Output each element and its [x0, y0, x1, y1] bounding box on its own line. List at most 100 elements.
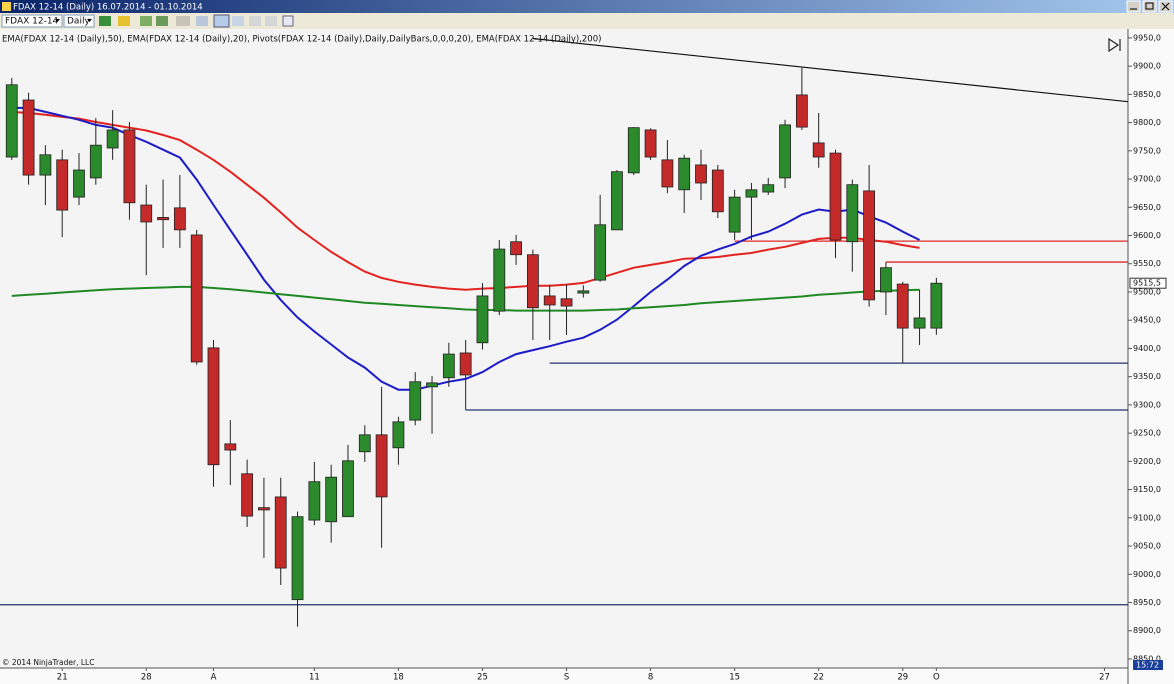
- candle-body: [913, 317, 926, 329]
- x-tick-label: S: [564, 673, 569, 683]
- candle-body: [543, 295, 556, 306]
- scroll-end-button[interactable]: [1108, 37, 1121, 53]
- candle-body: [173, 207, 186, 231]
- candle-body: [459, 352, 472, 376]
- candle-body: [224, 443, 237, 451]
- window-title: FDAX 12-14 (Daily) 16.07.2014 - 01.10.20…: [13, 3, 203, 13]
- y-tick-label: 9600,0: [1133, 231, 1161, 240]
- crosshair-button[interactable]: [176, 16, 190, 26]
- y-tick-label: 9350,0: [1133, 372, 1161, 381]
- candle-body: [442, 353, 455, 379]
- plot: [0, 37, 1128, 627]
- bar-type-button[interactable]: [99, 16, 111, 26]
- y-tick-label: 9850,0: [1133, 90, 1161, 99]
- clock-box: [1133, 660, 1163, 670]
- panel-button[interactable]: [232, 16, 244, 26]
- indicator-button[interactable]: [140, 16, 152, 26]
- candle-body: [627, 127, 640, 174]
- y-tick-label: 9200,0: [1133, 457, 1161, 466]
- y-tick-label: 8950,0: [1133, 598, 1161, 607]
- candle-body: [73, 169, 85, 198]
- copyright: © 2014 NinjaTrader, LLC: [2, 658, 94, 667]
- candle-body: [896, 283, 909, 329]
- candle-body: [527, 254, 539, 309]
- x-tick-label: 15: [729, 673, 740, 683]
- candle-body: [241, 473, 254, 517]
- period-text: Daily: [67, 17, 90, 27]
- x-tick-label: 25: [477, 673, 488, 683]
- period-selector[interactable]: [63, 14, 95, 28]
- candle-body: [325, 476, 338, 523]
- candle-body: [123, 129, 136, 204]
- candle-body: [39, 154, 52, 176]
- y-tick-label: 8900,0: [1133, 626, 1161, 635]
- candle-body: [695, 164, 707, 184]
- candle-body: [510, 241, 522, 256]
- x-tick-label: 28: [141, 673, 152, 683]
- x-tick-label: 18: [393, 673, 404, 683]
- candle-body: [812, 142, 825, 158]
- x-tick-label: 22: [813, 673, 824, 683]
- candle-body: [711, 169, 724, 213]
- y-tick-label: 9550,0: [1133, 259, 1161, 268]
- candle-body: [728, 196, 741, 233]
- y-tick-label: 9100,0: [1133, 513, 1161, 522]
- candle-body: [426, 382, 438, 388]
- instrument-text: FDAX 12-14: [5, 17, 59, 27]
- y-tick-label: 9250,0: [1133, 429, 1161, 438]
- candle-body: [493, 248, 506, 312]
- clock: 15:72: [1136, 661, 1159, 670]
- minimize-button[interactable]: [1126, 0, 1141, 13]
- candle-body: [358, 434, 371, 453]
- candle-body: [308, 481, 321, 521]
- candle-body: [274, 496, 287, 569]
- candle-body: [745, 189, 758, 198]
- print-button[interactable]: [265, 16, 277, 26]
- x-tick-label: 8: [648, 673, 653, 683]
- instrument-selector[interactable]: [1, 14, 63, 28]
- candle-body: [560, 298, 573, 307]
- app-icon: [2, 2, 11, 11]
- y-tick-label: 9800,0: [1133, 118, 1161, 127]
- chart-button[interactable]: [213, 14, 230, 28]
- candle-body: [207, 347, 220, 466]
- draw-tool-button[interactable]: [118, 16, 130, 26]
- candle-body: [795, 94, 808, 128]
- time-axis: [0, 668, 1128, 684]
- y-tick-label: 9750,0: [1133, 146, 1161, 155]
- candle-body: [157, 217, 169, 221]
- y-tick-label: 8850,0: [1133, 654, 1161, 663]
- x-tick-label: 27: [1099, 673, 1110, 683]
- y-tick-label: 9650,0: [1133, 203, 1161, 212]
- candle-body: [678, 157, 691, 191]
- x-tick-label: A: [211, 673, 217, 683]
- candle-body: [375, 434, 388, 498]
- y-tick-label: 9500,0: [1133, 287, 1161, 296]
- y-tick-label: 9000,0: [1133, 570, 1161, 579]
- last-price-label: 9515,5: [1133, 279, 1161, 288]
- candle-body: [611, 171, 623, 231]
- data-box-button[interactable]: [282, 15, 294, 27]
- trend-line: [532, 37, 1128, 103]
- candle-body: [829, 152, 842, 241]
- axes: 9950,0 9900,0 9850,0 9800,0 9750,0 9700,0 9650…: [57, 33, 1167, 683]
- y-tick-label: 9400,0: [1133, 344, 1161, 353]
- zoom-button[interactable]: [196, 16, 208, 26]
- candle-body: [762, 184, 775, 193]
- candle-body: [89, 144, 102, 179]
- y-tick-label: 9300,0: [1133, 400, 1161, 409]
- strategy-button[interactable]: [156, 16, 168, 26]
- candle-body: [409, 381, 422, 421]
- window-controls: [1126, 0, 1173, 13]
- candle-body: [342, 460, 354, 518]
- properties-button[interactable]: [249, 16, 261, 26]
- candle-body: [56, 159, 69, 211]
- maximize-button[interactable]: [1142, 0, 1157, 13]
- candle-body: [5, 84, 18, 158]
- y-tick-label: 9900,0: [1133, 62, 1161, 71]
- candle-body: [22, 99, 35, 176]
- candle-body: [476, 295, 489, 344]
- y-tick-label: 9050,0: [1133, 542, 1161, 551]
